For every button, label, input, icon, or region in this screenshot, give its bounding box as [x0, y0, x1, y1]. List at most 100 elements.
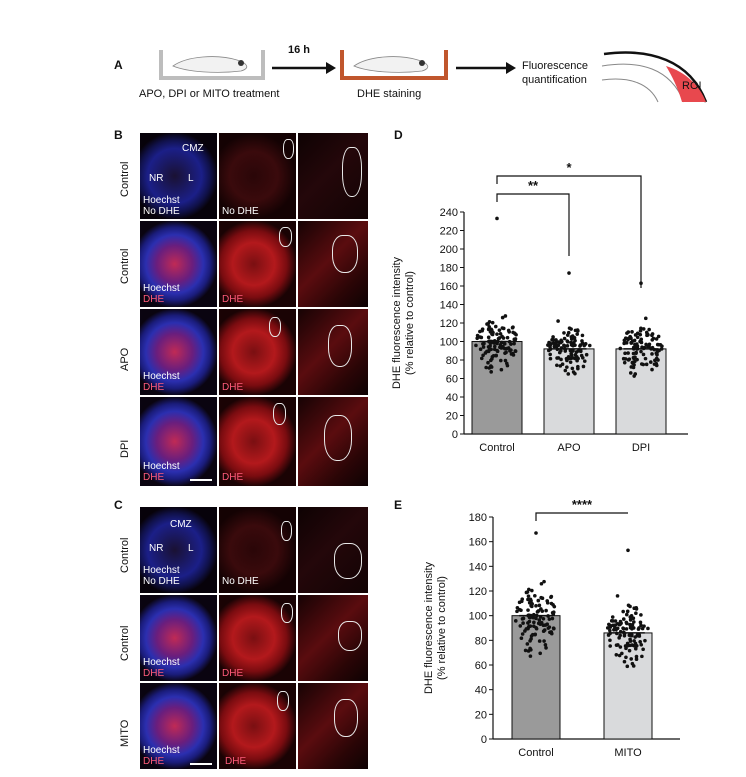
data-point [478, 329, 482, 334]
data-point [503, 314, 508, 318]
data-point [558, 340, 563, 345]
micrograph-c3-dhe: DHE [219, 683, 296, 769]
data-point-outlier [567, 271, 571, 275]
bar-apo [543, 348, 595, 435]
data-point [529, 599, 533, 603]
lens-label: L [188, 173, 194, 184]
data-point-outlier [495, 216, 499, 221]
data-point [481, 345, 486, 349]
data-point [512, 341, 516, 346]
data-point [634, 611, 638, 616]
data-point [635, 357, 639, 362]
panel-b-letter: B [114, 128, 123, 142]
data-point [565, 344, 570, 348]
data-point [576, 366, 580, 371]
row-label-control-nodhe: Control [119, 537, 131, 573]
data-point [659, 347, 664, 351]
data-point-outlier [534, 531, 538, 535]
data-point [622, 360, 627, 365]
y-axis-label: (% relative to control) [436, 576, 448, 680]
data-point [618, 619, 623, 624]
nr-label: NR [149, 543, 164, 554]
data-point [580, 333, 585, 338]
data-point [630, 623, 635, 627]
data-point [621, 626, 625, 630]
dhe-label: DHE [222, 668, 244, 679]
data-point [576, 329, 580, 333]
data-point [624, 627, 629, 631]
arrow-1 [270, 60, 336, 81]
data-point [488, 344, 492, 348]
data-point [501, 344, 505, 349]
data-point [637, 626, 641, 630]
micrograph-b4-zoom [298, 397, 368, 486]
data-point [631, 351, 636, 356]
y-tick-label: 180 [440, 263, 458, 275]
data-point [513, 619, 518, 623]
roi-outline [283, 139, 294, 159]
data-point [615, 594, 620, 598]
data-point [497, 328, 502, 332]
tadpole-icon [159, 50, 265, 80]
data-point [638, 329, 643, 333]
data-point [615, 626, 620, 631]
data-point [641, 352, 646, 357]
data-point [621, 356, 626, 361]
y-tick-label: 60 [475, 660, 487, 672]
scale-bar [190, 479, 212, 481]
data-point [633, 333, 638, 337]
data-point [580, 339, 584, 343]
y-tick-label: 120 [440, 318, 458, 330]
y-axis-label: DHE fluorescence intensity [423, 561, 435, 694]
roi-outline [269, 317, 281, 337]
data-point [534, 604, 538, 608]
data-point [625, 331, 629, 335]
data-point [565, 358, 569, 363]
data-point [650, 338, 655, 342]
data-point [486, 335, 491, 340]
no-dhe-label: No DHE [143, 206, 180, 217]
data-point [634, 350, 638, 355]
data-point [527, 619, 532, 624]
data-point [648, 360, 653, 364]
roi-outline [279, 227, 292, 247]
data-point [548, 356, 553, 361]
hoechst-label: Hoechst [143, 195, 180, 206]
micrograph-c2-dhe: DHE [219, 595, 296, 681]
micrograph-b4-merge: Hoechst DHE [140, 397, 217, 486]
data-point [519, 636, 524, 641]
roi-outline [328, 325, 352, 367]
data-point [479, 356, 484, 361]
data-point [547, 625, 552, 629]
data-point [582, 359, 587, 363]
data-point [642, 624, 646, 628]
data-point [639, 613, 643, 617]
data-point [532, 624, 536, 628]
data-point [571, 356, 576, 360]
data-point [618, 346, 623, 351]
data-point [506, 328, 511, 333]
x-tick-label: MITO [614, 747, 642, 759]
data-point [575, 332, 579, 336]
quant-label-1: Fluorescence [522, 60, 589, 72]
data-point [527, 615, 532, 620]
data-point [537, 618, 542, 622]
data-point [581, 364, 586, 369]
data-point [640, 654, 644, 659]
data-point [645, 333, 649, 338]
data-point [559, 357, 563, 362]
row-label-apo: APO [119, 347, 131, 371]
y-tick-label: 160 [469, 537, 487, 549]
data-point [583, 342, 588, 346]
data-point [542, 639, 546, 643]
data-point [548, 345, 552, 349]
data-point [563, 368, 568, 373]
roi-outline [324, 415, 352, 461]
data-point [626, 603, 631, 608]
data-point [541, 616, 546, 621]
data-point [495, 349, 500, 354]
data-point [613, 626, 617, 630]
micrograph-c2-zoom [298, 595, 368, 681]
data-point [492, 344, 497, 349]
data-point [633, 345, 638, 349]
